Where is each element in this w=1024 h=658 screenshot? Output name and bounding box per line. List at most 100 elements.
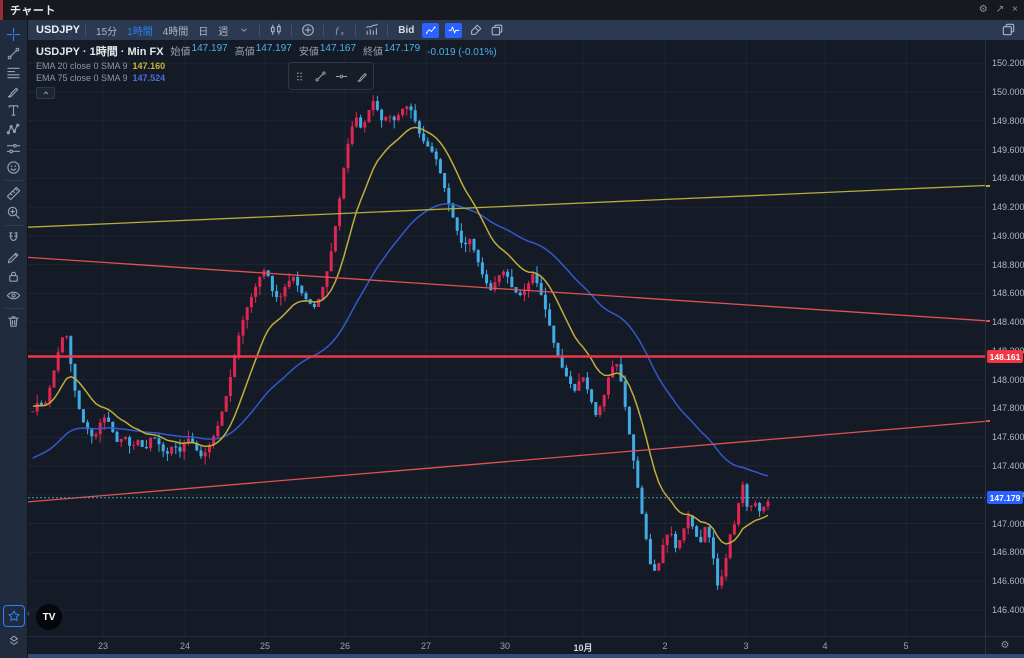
legend-indicator-row[interactable]: EMA 20 close 0 SMA 9 147.160 [36, 61, 166, 71]
time-axis-settings-button[interactable]: ⚙ [985, 636, 1024, 654]
time-axis-label: 26 [339, 641, 351, 651]
object-tree-button[interactable] [4, 632, 24, 650]
legend-collapse-button[interactable] [36, 87, 55, 99]
brush-icon [357, 72, 367, 82]
wave-icon [448, 26, 460, 34]
tool-trendline-button[interactable] [2, 44, 26, 63]
tool-trash-button[interactable] [2, 312, 26, 331]
candlestick-chart[interactable] [28, 40, 985, 636]
star-icon [7, 610, 20, 622]
tool-ruler-button[interactable] [2, 184, 26, 203]
toolbar-separator [387, 24, 389, 36]
toolbar-separator [291, 24, 293, 36]
bid-label[interactable]: Bid [398, 24, 415, 36]
line-style-toggle[interactable] [422, 22, 440, 38]
zoom-in-icon [7, 206, 20, 219]
tool-eye-button[interactable] [2, 286, 26, 305]
time-axis[interactable]: 23 24 25 26 27 30 10月 2 3 4 5 [28, 636, 985, 654]
chevron-down-icon [241, 28, 247, 32]
toolbar-separator [323, 24, 325, 36]
horizontal-line-price-label: 148.161 [987, 350, 1023, 363]
float-handle-dots-button[interactable] [291, 67, 309, 85]
price-axis-label: 150.200 [992, 58, 1024, 69]
tree-icon [9, 635, 18, 646]
window-controls: ⚙ ↗ × [979, 0, 1018, 20]
price-axis-label: 147.800 [992, 403, 1024, 414]
price-axis-label: 148.600 [992, 288, 1024, 299]
trendline-icon [315, 70, 326, 82]
interval-週-button[interactable]: 週 [218, 26, 229, 38]
trendline-drawing-1[interactable] [28, 256, 985, 322]
wave-style-toggle[interactable] [445, 22, 463, 38]
drawing-styles-button[interactable] [466, 22, 485, 38]
ema-75-line [32, 203, 769, 477]
layout-templates-button[interactable] [487, 22, 506, 38]
toolbar-divider [4, 308, 23, 309]
time-axis-label: 25 [259, 641, 271, 651]
lock-icon [9, 271, 18, 282]
window-bottom-edge [28, 654, 1024, 658]
tool-fib-button[interactable] [2, 63, 26, 82]
compare-button[interactable] [298, 22, 317, 38]
drawing-toolbar [0, 20, 28, 658]
bar-style-button[interactable] [266, 22, 285, 38]
legend-field: 高値 147.197 [234, 43, 292, 58]
save-layout-button[interactable] [1001, 22, 1016, 37]
float-hline-button[interactable] [333, 67, 351, 85]
svg-text:x: x [341, 31, 344, 37]
pane-collapse-handle[interactable]: ‹ [27, 608, 30, 618]
window-accent-bar [0, 0, 3, 20]
tool-zoom-in-button[interactable] [2, 203, 26, 222]
tool-crosshair-button[interactable] [2, 25, 26, 44]
interval-日-button[interactable]: 日 [198, 26, 209, 38]
tool-draw-pencil-button[interactable] [2, 248, 26, 267]
close-button[interactable]: × [1012, 4, 1018, 15]
trendline-drawing-0[interactable] [28, 184, 985, 228]
window-title: チャート [10, 5, 56, 17]
candles [31, 95, 770, 590]
crosshair-icon [6, 27, 21, 42]
price-axis-label: 146.800 [992, 547, 1024, 558]
interval-4時間-button[interactable]: 4時間 [162, 26, 189, 38]
tool-text-button[interactable] [2, 101, 26, 120]
interval-menu-button[interactable] [234, 22, 253, 38]
chart-legend: USDJPY · 1時間 · Min FX 始値 147.197 高値 147.197… [36, 43, 497, 99]
tradingview-logo[interactable]: TV [36, 604, 62, 630]
svg-text:f: f [335, 25, 339, 35]
magnet-icon [9, 232, 18, 241]
ema-20-line [32, 126, 769, 545]
float-brush-button[interactable] [354, 67, 372, 85]
tool-emoji-button[interactable] [2, 158, 26, 177]
price-axis-label: 148.400 [992, 317, 1024, 328]
favorites-toolbar-button[interactable] [2, 605, 25, 627]
tool-forecast-button[interactable] [2, 139, 26, 158]
price-axis-label: 149.600 [992, 144, 1024, 155]
chart-area[interactable]: 150.200 150.000 149.800 149.600 149.400 149.2… [27, 40, 1024, 658]
time-axis-label: 30 [499, 641, 511, 651]
tool-lock-button[interactable] [2, 267, 26, 286]
symbol-button[interactable]: USDJPY [36, 24, 81, 36]
legend-field: 安値 147.167 [298, 43, 357, 58]
toolbar-separator [85, 24, 87, 36]
indicator-templates-button[interactable] [362, 22, 381, 38]
float-trendline-button[interactable] [312, 67, 330, 85]
text-icon [8, 105, 19, 116]
settings-button[interactable]: ⚙ [978, 4, 988, 15]
legend-indicator-row[interactable]: EMA 75 close 0 SMA 9 147.524 [36, 73, 166, 83]
plus-circle-icon [302, 24, 314, 36]
tool-magnet-button[interactable] [2, 229, 26, 248]
tool-xabcd-button[interactable] [2, 120, 26, 139]
time-axis-label: 24 [179, 641, 191, 651]
hline-icon [335, 74, 348, 78]
layers-icon [1002, 23, 1015, 36]
interval-1時間-button[interactable]: 1時間 [127, 26, 153, 38]
tool-brush-button[interactable] [2, 82, 26, 101]
popout-button[interactable]: ↗ [995, 4, 1005, 15]
trendline-drawing-2[interactable] [28, 420, 985, 503]
price-axis[interactable]: 150.200 150.000 149.800 149.600 149.400 149.2… [985, 40, 1024, 636]
gear-icon: ⚙ [1000, 640, 1010, 651]
legend-symbol-title[interactable]: USDJPY · 1時間 · Min FX [36, 46, 164, 58]
interval-15分-button[interactable]: 15分 [96, 26, 118, 38]
